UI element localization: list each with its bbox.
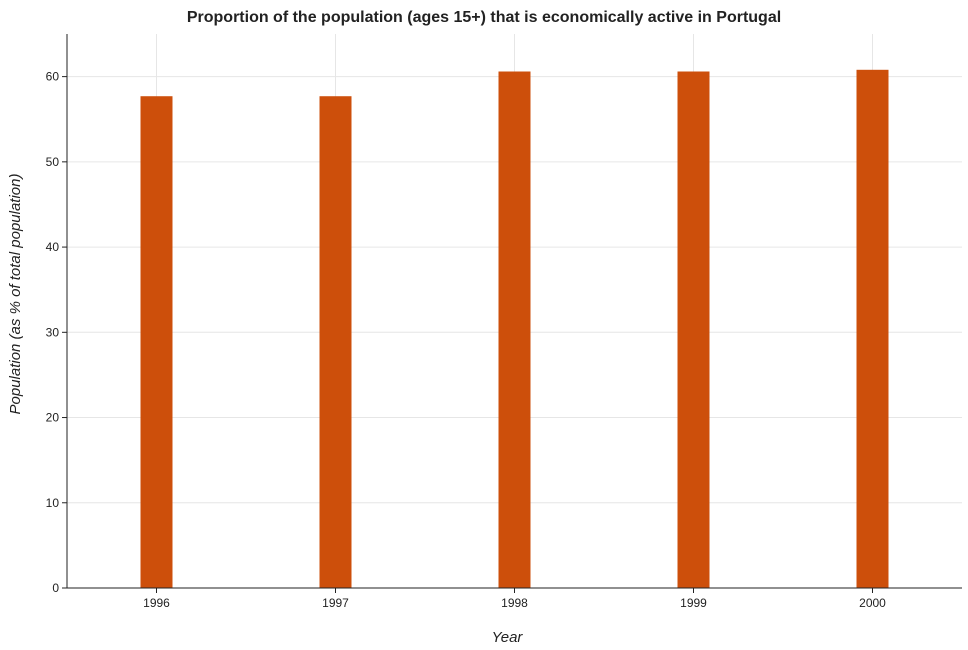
x-tick-label: 1997 xyxy=(322,596,349,610)
y-axis-label: Population (as % of total population) xyxy=(7,174,24,415)
y-tick-label: 40 xyxy=(46,240,60,254)
chart-title: Proportion of the population (ages 15+) … xyxy=(186,9,782,26)
y-tick-label: 50 xyxy=(46,155,60,169)
x-axis-label: Year xyxy=(492,629,524,646)
y-tick-label: 0 xyxy=(52,581,59,595)
bar-1998 xyxy=(498,71,531,589)
bar-1999 xyxy=(677,71,710,589)
bar-2000 xyxy=(856,69,889,588)
x-tick-label: 2000 xyxy=(859,596,886,610)
x-tick-label: 1996 xyxy=(143,596,170,610)
y-tick-label: 20 xyxy=(46,411,60,425)
y-tick-label: 60 xyxy=(46,70,60,84)
bar-1996 xyxy=(140,96,173,589)
y-tick-label: 10 xyxy=(46,496,60,510)
bars xyxy=(140,69,889,589)
y-tick-label: 30 xyxy=(46,325,60,339)
x-tick-label: 1999 xyxy=(680,596,707,610)
x-tick-label: 1998 xyxy=(501,596,528,610)
bar-1997 xyxy=(319,96,352,589)
axes: 0 10 20 30 40 50 60 1996 1997 1998 1999 2000 xyxy=(46,34,962,610)
